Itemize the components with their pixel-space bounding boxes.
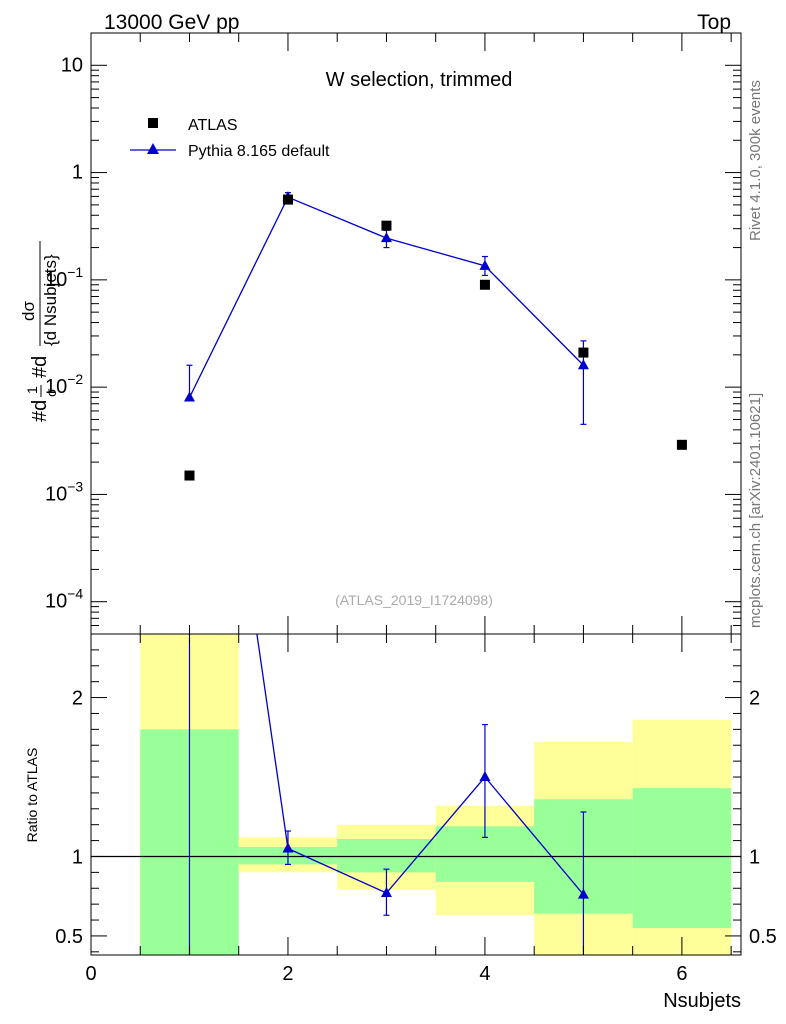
atlas-point-4 — [479, 279, 490, 290]
ratio-frame — [90, 633, 742, 956]
x-axis-label: Nsubjets — [663, 990, 741, 1012]
atlas-point-5 — [578, 347, 589, 358]
band-inner-3 — [337, 838, 436, 873]
main-ytick-base-2: 10 — [45, 483, 67, 505]
main-ytick-label-3: 10−2 — [45, 371, 83, 398]
ylabel-d1: #d — [29, 400, 51, 422]
ratio-ytick-label-left-1: 0.5 — [55, 926, 83, 948]
atlas-point-3 — [381, 220, 392, 231]
ratio-ytick-label-right-1: 0.5 — [749, 926, 777, 948]
main-ytick-exp-3: −2 — [67, 371, 83, 387]
main-ytick-label-2: 10−3 — [45, 478, 83, 505]
ratio-ytick-label-right-2: 1 — [749, 846, 760, 868]
ratio-point-5 — [577, 888, 589, 899]
main-ytick-base-4: 10 — [45, 269, 67, 291]
main-ytick-label-6: 10 — [61, 54, 83, 76]
xtick-label-2: 2 — [282, 963, 293, 985]
xtick-label-4: 6 — [676, 963, 687, 985]
main-ytick-label-1: 10−4 — [45, 586, 83, 613]
xtick-label-3: 4 — [479, 963, 490, 985]
atlas-point-1 — [184, 470, 195, 481]
ratio-point-3 — [380, 887, 392, 898]
ylabel-frac1-num: 1 — [24, 386, 40, 394]
legend-marker-pythia — [147, 143, 159, 154]
main-ytick-exp-4: −1 — [67, 264, 83, 280]
side-text-rivet: Rivet 4.1.0, 300k events — [747, 80, 764, 241]
main-ytick-exp-1: −4 — [67, 586, 83, 602]
pythia-point-4 — [479, 259, 491, 270]
ratio-plot-series — [188, 634, 589, 955]
ratio-ytick-label-left-3: 2 — [72, 688, 83, 710]
ratio-y-axis-label: Ratio to ATLAS — [24, 748, 40, 843]
ylabel-d2: #d — [29, 356, 51, 378]
main-title: W selection, trimmed — [326, 69, 513, 91]
header-left: 13000 GeV pp — [104, 11, 239, 34]
plot-frames — [90, 32, 742, 956]
main-ytick-label-5: 1 — [72, 162, 83, 184]
atlas-point-2 — [282, 194, 293, 205]
ratio-point-4 — [479, 771, 491, 782]
ratio-ytick-label-left-2: 1 — [72, 846, 83, 868]
xtick-label-1: 0 — [85, 963, 96, 985]
main-ytick-base-1: 10 — [45, 591, 67, 613]
pythia-point-3 — [380, 232, 392, 243]
legend: ATLAS Pythia 8.165 default — [130, 117, 330, 160]
header-right: Top — [697, 11, 731, 34]
ratio-point-2 — [282, 842, 294, 853]
ratio-ytick-label-right-3: 2 — [749, 688, 760, 710]
main-ytick-label-4: 10−1 — [45, 264, 83, 291]
pythia-point-5 — [577, 359, 589, 370]
pythia-point-1 — [183, 391, 195, 402]
reference-label: (ATLAS_2019_I1724098) — [335, 592, 493, 608]
main-ytick-base-3: 10 — [45, 376, 67, 398]
main-ytick-exp-2: −3 — [67, 478, 83, 494]
ylabel-frac2-num: dσ — [19, 301, 38, 321]
main-y-axis-label: #d 1 σ #d dσ {d Nsubjets} — [19, 241, 60, 422]
main-plot-series — [183, 191, 687, 481]
band-inner-6 — [632, 788, 732, 928]
atlas-point-6 — [676, 439, 687, 450]
legend-label-atlas: ATLAS — [188, 117, 238, 134]
legend-label-pythia: Pythia 8.165 default — [188, 143, 330, 160]
ratio-uncertainty-bands — [140, 634, 732, 955]
side-text-mcplots: mcplots.cern.ch [arXiv:2401.10621] — [747, 393, 764, 628]
ylabel-frac2-den: {d Nsubjets} — [41, 254, 60, 346]
ylabel-frac1-den: σ — [43, 388, 59, 397]
legend-marker-atlas — [148, 118, 158, 128]
